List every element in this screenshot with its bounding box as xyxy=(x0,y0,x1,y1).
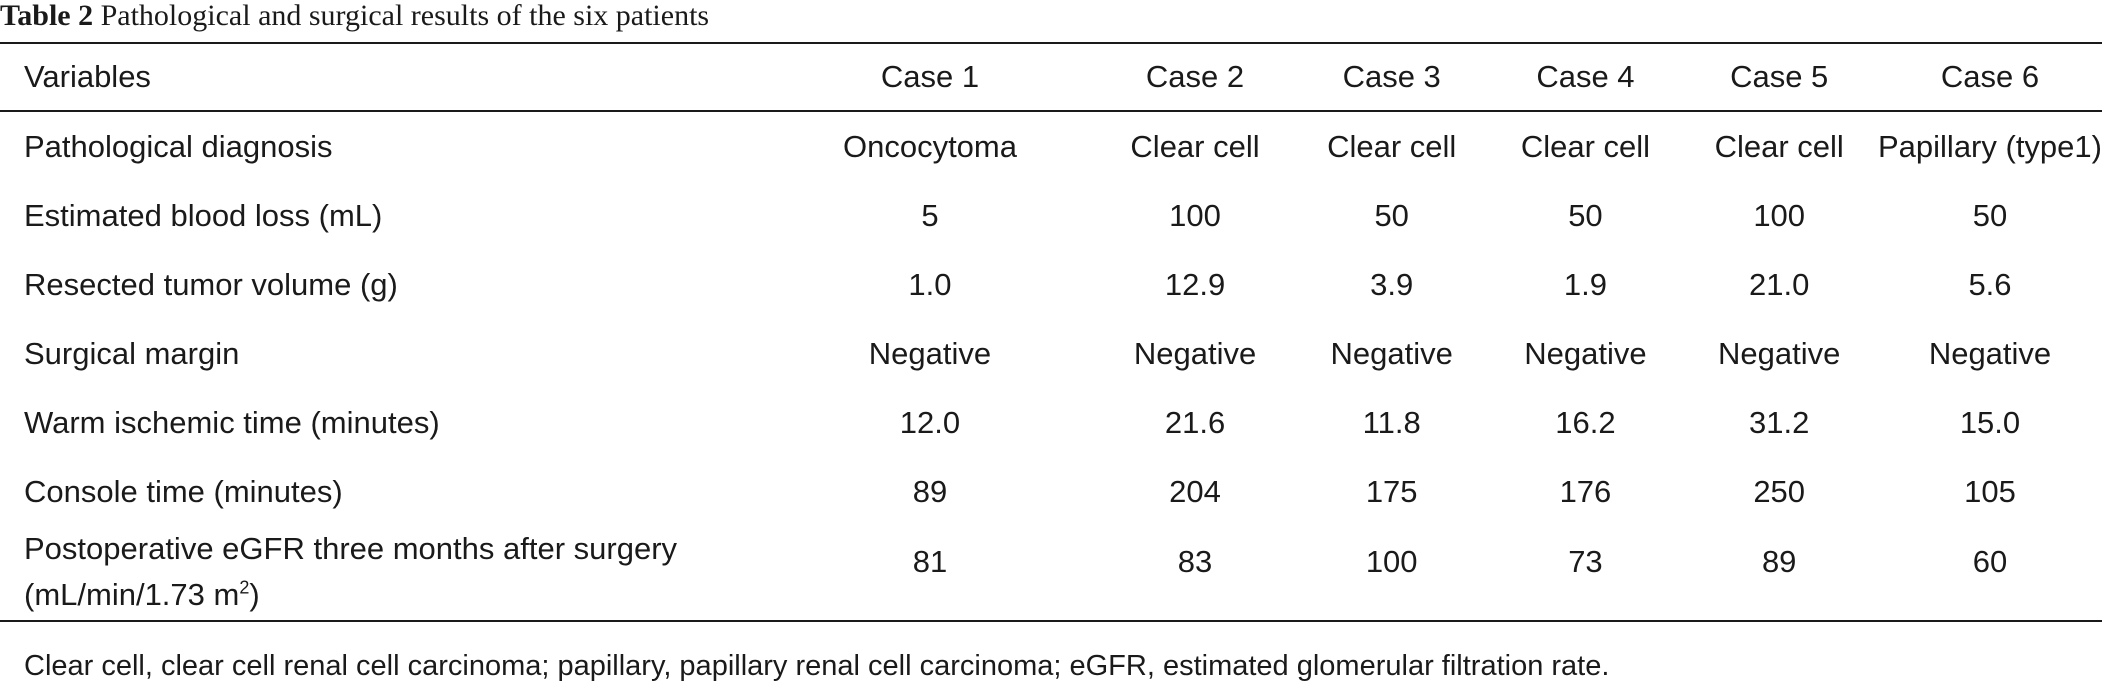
row-label: Resected tumor volume (g) xyxy=(24,266,398,302)
results-table: Variables Case 1 Case 2 Case 3 Case 4 Ca… xyxy=(0,42,2102,622)
header-case-5: Case 5 xyxy=(1730,59,1829,94)
row-label-line-2: (mL/min/1.73 m xyxy=(24,577,240,612)
table-cell: 250 xyxy=(1753,473,1806,509)
row-label: Surgical margin xyxy=(24,335,240,371)
table-cell: 16.2 xyxy=(1555,404,1616,440)
table-cell: 12.9 xyxy=(1164,266,1226,302)
header-row: Variables Case 1 Case 2 Case 3 Case 4 Ca… xyxy=(0,43,2102,111)
table-cell: Negative xyxy=(1133,335,1257,371)
table-cell: 50 xyxy=(1972,197,2008,233)
table-cell: 100 xyxy=(1169,197,1221,233)
table-cell: Negative xyxy=(868,335,992,371)
table-cell: 175 xyxy=(1365,473,1418,509)
row-label: Pathological diagnosis xyxy=(24,128,333,164)
table-cell: Negative xyxy=(1524,335,1647,371)
row-label: Warm ischemic time (minutes) xyxy=(24,404,440,440)
table-cell: 89 xyxy=(912,473,948,509)
table-cell: 12.0 xyxy=(899,404,961,440)
table-row: Warm ischemic time (minutes) 12.0 21.6 1… xyxy=(0,388,2102,457)
table-cell: Papillary (type1) xyxy=(1878,128,2102,164)
table-number: Table 2 xyxy=(0,0,94,32)
table-cell: 176 xyxy=(1559,473,1612,509)
table-cell: 1.0 xyxy=(908,266,952,302)
table-cell: Clear cell xyxy=(1714,128,1844,164)
table-cell: 11.8 xyxy=(1362,404,1421,440)
table-cell: Clear cell xyxy=(1327,128,1457,164)
header-case-2: Case 2 xyxy=(1145,59,1245,94)
table-cell: 21.6 xyxy=(1164,404,1226,440)
table-cell: 31.2 xyxy=(1749,404,1810,440)
table-cell: 50 xyxy=(1374,197,1409,233)
header-case-1: Case 1 xyxy=(880,59,980,94)
table-cell: 81 xyxy=(912,544,948,579)
table-title: Pathological and surgical results of the… xyxy=(100,0,710,32)
table-cell: 1.9 xyxy=(1563,266,1607,302)
superscript: 2 xyxy=(239,577,250,598)
header-case-6: Case 6 xyxy=(1940,59,2040,94)
table-cell: 100 xyxy=(1365,544,1418,579)
table-cell: 100 xyxy=(1753,197,1806,233)
table-cell: Clear cell xyxy=(1520,128,1651,164)
row-label: Estimated blood loss (mL) xyxy=(24,197,383,233)
table-cell: 204 xyxy=(1169,473,1221,509)
table-caption: Table 2 Pathological and surgical result… xyxy=(0,0,709,40)
table-cell: 5.6 xyxy=(1968,266,2012,302)
table-cell: 60 xyxy=(1972,544,2008,579)
row-label-close: ) xyxy=(249,577,260,612)
header-case-3: Case 3 xyxy=(1342,59,1441,94)
table-row: Surgical margin Negative Negative Negati… xyxy=(0,319,2102,388)
table-cell: 83 xyxy=(1177,544,1213,579)
table-row: Pathological diagnosis Oncocytoma Clear … xyxy=(0,111,2102,181)
table-cell: 5 xyxy=(921,197,939,233)
table-cell: 73 xyxy=(1568,544,1603,579)
table-cell: Negative xyxy=(1928,335,2052,371)
table-cell: 3.9 xyxy=(1370,266,1414,302)
row-label-line-1: Postoperative eGFR three months after su… xyxy=(24,531,678,566)
table-row: Resected tumor volume (g) 1.0 12.9 3.9 1… xyxy=(0,250,2102,319)
table-cell: 105 xyxy=(1964,473,2016,509)
table-cell: Oncocytoma xyxy=(842,128,1017,164)
header-variables: Variables xyxy=(24,59,151,94)
table-footnote: Clear cell, clear cell renal cell carcin… xyxy=(24,650,1610,682)
table-cell: Clear cell xyxy=(1130,128,1260,164)
table-cell: 15.0 xyxy=(1959,404,2021,440)
table-cell: 50 xyxy=(1568,197,1603,233)
table-row: Estimated blood loss (mL) 5 100 50 50 10… xyxy=(0,181,2102,250)
table-cell: 21.0 xyxy=(1749,266,1810,302)
table-cell: 89 xyxy=(1761,544,1797,579)
header-case-4: Case 4 xyxy=(1536,59,1635,94)
row-label: Postoperative eGFR three months after su… xyxy=(0,526,763,621)
table-cell: Negative xyxy=(1718,335,1841,371)
table-row: Postoperative eGFR three months after su… xyxy=(0,526,2102,621)
row-label: Console time (minutes) xyxy=(24,473,343,509)
table-cell: Negative xyxy=(1330,335,1453,371)
table-row: Console time (minutes) 89 204 175 176 25… xyxy=(0,457,2102,526)
